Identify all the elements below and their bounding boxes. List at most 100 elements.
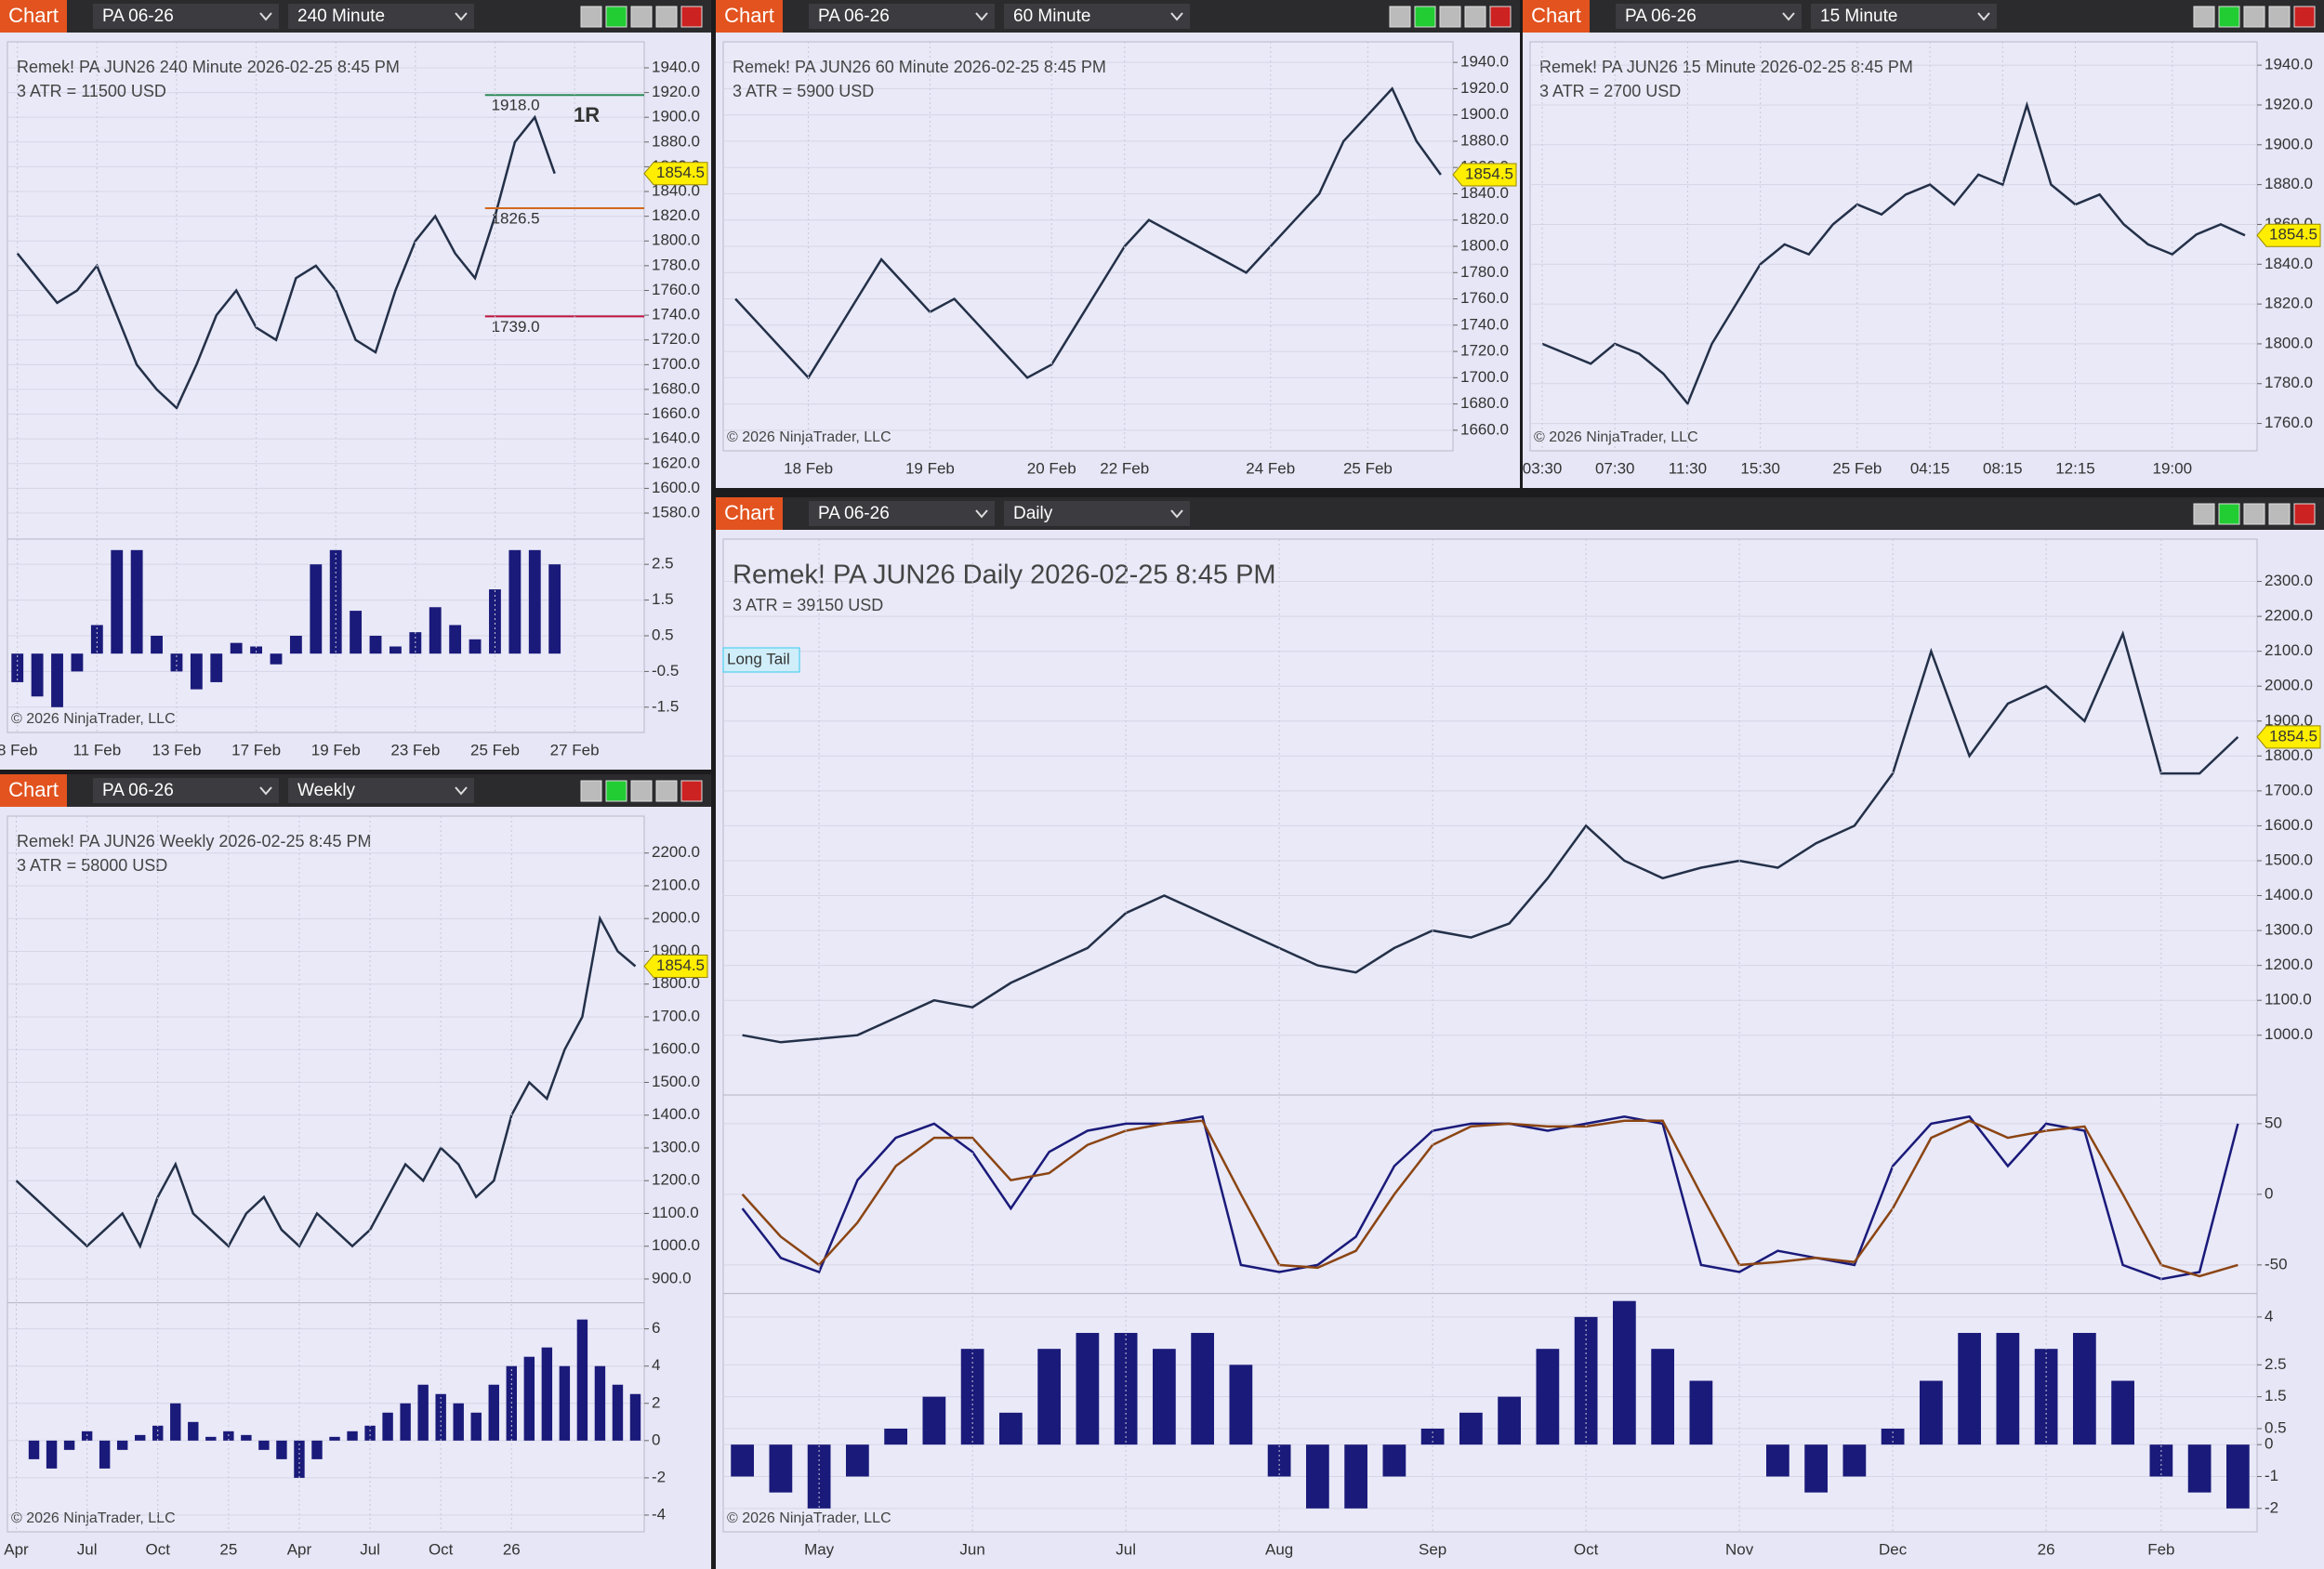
- y-tick-label: 1700.0: [652, 1007, 700, 1024]
- histogram-bar: [1651, 1349, 1674, 1445]
- window-button[interactable]: [680, 780, 703, 802]
- window-button[interactable]: [2293, 503, 2316, 525]
- chart-tab-label: Chart: [724, 501, 774, 524]
- x-tick-label: 15:30: [1740, 459, 1780, 477]
- histogram-bar: [63, 1440, 75, 1450]
- histogram-bar: [329, 1436, 340, 1441]
- y-tick-label: 1820.0: [1460, 210, 1509, 228]
- last-price-badge: [2256, 725, 2321, 749]
- dropdown[interactable]: [1004, 4, 1190, 29]
- y-tick-label: 900.0: [652, 1269, 692, 1286]
- dropdown[interactable]: [288, 4, 474, 29]
- histogram-bar: [310, 564, 323, 654]
- window-button[interactable]: [2268, 6, 2291, 28]
- chart-header: Remek! PA JUN26 Daily 2026-02-25 8:45 PM: [733, 560, 1276, 590]
- histogram-bar: [2187, 1444, 2212, 1493]
- window-button[interactable]: [630, 6, 653, 28]
- window-button[interactable]: [1389, 6, 1411, 28]
- series-line: [741, 1114, 2239, 1281]
- x-tick-label: 19 Feb: [905, 459, 955, 477]
- y-tick-label: 0: [652, 1431, 660, 1448]
- y-tick-label: 4: [652, 1356, 660, 1374]
- x-tick-label: Jun: [959, 1540, 984, 1558]
- dropdown[interactable]: [93, 778, 279, 803]
- y-tick-label: 1900.0: [652, 108, 700, 125]
- series-line: [741, 1119, 2238, 1278]
- histogram-bar: [449, 625, 462, 654]
- timeframe-dropdown-label: 240 Minute: [297, 7, 385, 26]
- y-tick-label: 50: [2265, 1114, 2282, 1131]
- histogram-bar: [1037, 1349, 1061, 1445]
- window-button[interactable]: [630, 780, 653, 802]
- window-button[interactable]: [2243, 6, 2265, 28]
- histogram-bar: [629, 1393, 641, 1441]
- window-button[interactable]: [655, 780, 678, 802]
- y-tick-label: 1660.0: [652, 404, 700, 422]
- atr-label: 3 ATR = 5900 USD: [733, 82, 874, 100]
- window-button[interactable]: [655, 6, 678, 28]
- window-button[interactable]: [1464, 6, 1486, 28]
- window-button[interactable]: [1414, 6, 1436, 28]
- series-line: [742, 630, 2239, 1044]
- x-tick-label: May: [804, 1540, 835, 1558]
- y-tick-label: 1700.0: [652, 355, 700, 373]
- y-tick-label: 1920.0: [652, 83, 700, 100]
- histogram-bar: [116, 1440, 128, 1450]
- window-button[interactable]: [580, 6, 602, 28]
- histogram-bar: [152, 1425, 164, 1441]
- y-tick-label: -1: [2265, 1467, 2278, 1484]
- window-button[interactable]: [605, 6, 627, 28]
- y-tick-label: 1500.0: [652, 1073, 700, 1090]
- window-button[interactable]: [1439, 6, 1461, 28]
- histogram-bar: [71, 653, 84, 672]
- dropdown[interactable]: [93, 4, 279, 29]
- window-button[interactable]: [2218, 503, 2240, 525]
- histogram-bar: [329, 549, 342, 654]
- window-button[interactable]: [605, 780, 627, 802]
- y-tick-label: 2000.0: [2265, 677, 2313, 694]
- copyright: © 2026 NinjaTrader, LLC: [1534, 429, 1698, 445]
- dropdown-arrow: [1170, 12, 1183, 21]
- dropdown[interactable]: [1811, 4, 1997, 29]
- window-button[interactable]: [580, 780, 602, 802]
- histogram-bar: [270, 653, 283, 665]
- window-button[interactable]: [2293, 6, 2316, 28]
- y-tick-label: 6: [652, 1319, 660, 1337]
- window-button[interactable]: [1489, 6, 1512, 28]
- histogram-bar: [1498, 1396, 1521, 1445]
- last-price-label: 1854.5: [656, 956, 705, 974]
- x-tick-label: 20 Feb: [1027, 459, 1076, 477]
- dropdown[interactable]: [1004, 501, 1190, 526]
- annotation-box: [722, 647, 800, 673]
- y-tick-label: 1700.0: [2265, 781, 2313, 798]
- histogram-bar: [1382, 1444, 1406, 1477]
- dropdown[interactable]: [809, 501, 995, 526]
- histogram-bar: [1958, 1333, 1981, 1445]
- histogram-bar: [1344, 1444, 1367, 1509]
- dropdown[interactable]: [1616, 4, 1802, 29]
- window-button[interactable]: [2218, 6, 2240, 28]
- histogram-bar: [1191, 1333, 1214, 1445]
- window-button[interactable]: [680, 6, 703, 28]
- window-button[interactable]: [2243, 503, 2265, 525]
- dropdown[interactable]: [809, 4, 995, 29]
- y-tick-label: 1840.0: [1460, 184, 1509, 202]
- x-tick-label: Apr: [4, 1540, 29, 1558]
- y-tick-label: 2200.0: [652, 843, 700, 861]
- histogram-bar: [1613, 1300, 1636, 1445]
- y-tick-label: 1500.0: [2265, 850, 2313, 868]
- x-tick-label: 07:30: [1595, 459, 1635, 477]
- window-button[interactable]: [2268, 503, 2291, 525]
- y-tick-label: 1300.0: [2265, 921, 2313, 939]
- window-button[interactable]: [2193, 503, 2215, 525]
- last-price-badge: [643, 955, 708, 979]
- x-tick-label: 19 Feb: [311, 741, 361, 758]
- x-tick-label: Nov: [1725, 1540, 1754, 1558]
- dropdown[interactable]: [288, 778, 474, 803]
- chart-header: Remek! PA JUN26 240 Minute 2026-02-25 8:…: [17, 58, 400, 76]
- y-tick-label: 1600.0: [652, 1040, 700, 1058]
- y-tick-label: -2: [2265, 1498, 2278, 1516]
- histogram-bar: [922, 1396, 946, 1445]
- histogram-bar: [1689, 1380, 1713, 1445]
- window-button[interactable]: [2193, 6, 2215, 28]
